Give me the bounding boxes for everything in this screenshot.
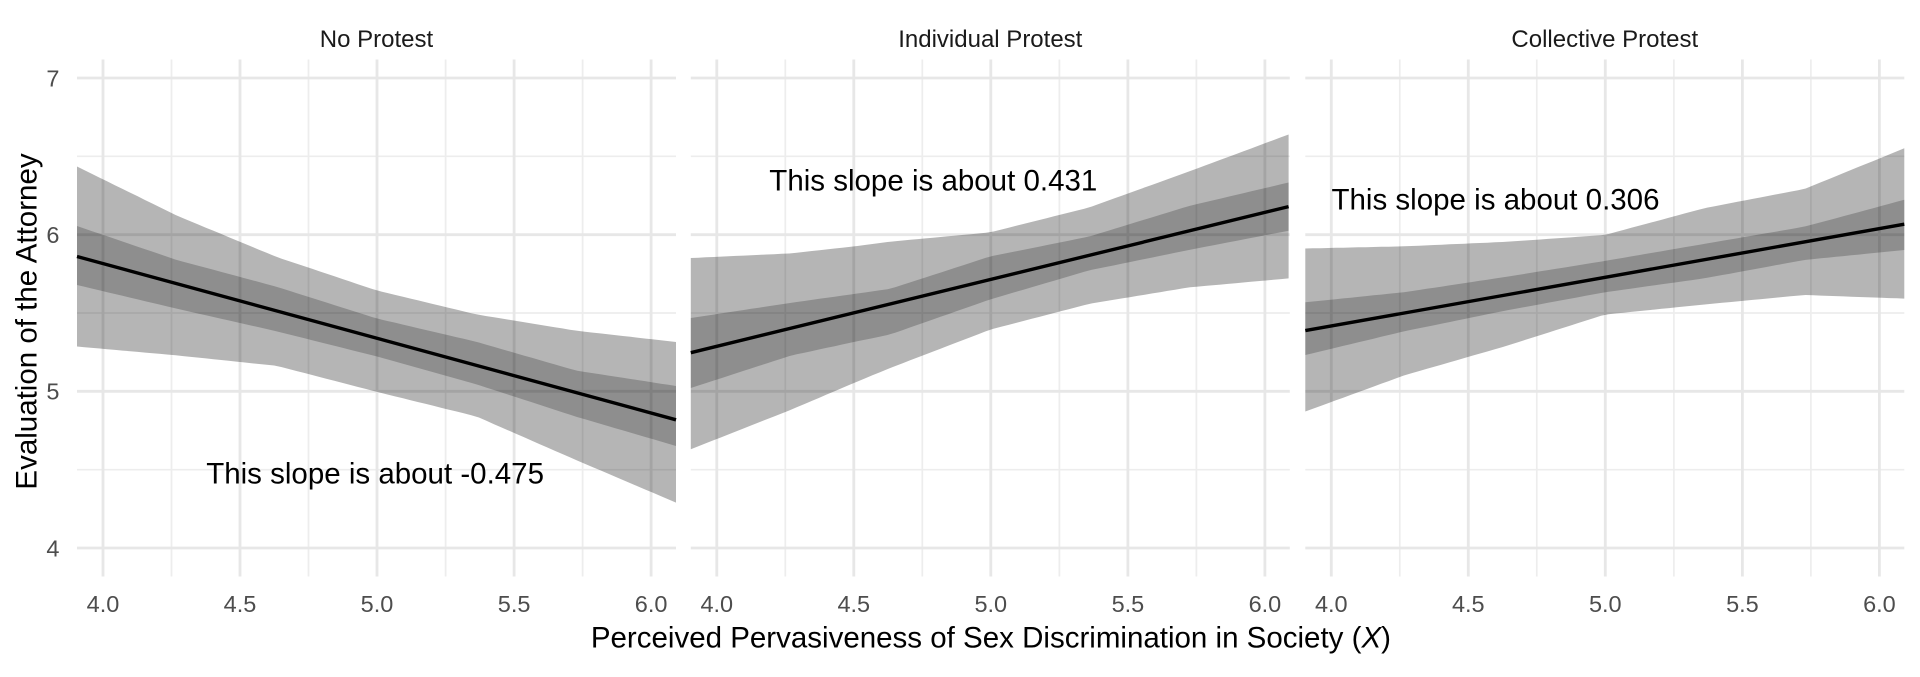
svg-text:6.0: 6.0 (1249, 591, 1282, 617)
svg-text:No Protest: No Protest (320, 26, 434, 53)
svg-text:5.0: 5.0 (1589, 591, 1622, 617)
svg-text:4: 4 (46, 535, 59, 561)
svg-text:4.5: 4.5 (224, 591, 257, 617)
svg-text:This slope is about 0.306: This slope is about 0.306 (1332, 184, 1660, 217)
svg-text:5.0: 5.0 (361, 591, 394, 617)
svg-text:5: 5 (46, 379, 59, 405)
svg-text:6.0: 6.0 (635, 591, 668, 617)
svg-text:Individual Protest: Individual Protest (898, 26, 1082, 53)
svg-text:5.5: 5.5 (1726, 591, 1759, 617)
svg-text:Perceived Pervasiveness of Sex: Perceived Pervasiveness of Sex Discrimin… (591, 622, 1391, 655)
svg-text:5.5: 5.5 (1112, 591, 1145, 617)
svg-text:5.0: 5.0 (974, 591, 1007, 617)
svg-text:6.0: 6.0 (1863, 591, 1896, 617)
svg-text:Evaluation of the Attorney: Evaluation of the Attorney (11, 153, 44, 489)
svg-text:4.5: 4.5 (837, 591, 870, 617)
svg-text:This slope is about 0.431: This slope is about 0.431 (769, 165, 1097, 198)
svg-text:7: 7 (46, 65, 59, 91)
svg-text:This slope is about -0.475: This slope is about -0.475 (206, 457, 544, 490)
svg-text:5.5: 5.5 (498, 591, 531, 617)
svg-text:4.0: 4.0 (700, 591, 733, 617)
svg-text:4.0: 4.0 (1315, 591, 1348, 617)
svg-text:Collective Protest: Collective Protest (1511, 26, 1698, 53)
svg-text:4.5: 4.5 (1452, 591, 1485, 617)
svg-text:6: 6 (46, 222, 59, 248)
svg-text:4.0: 4.0 (87, 591, 120, 617)
